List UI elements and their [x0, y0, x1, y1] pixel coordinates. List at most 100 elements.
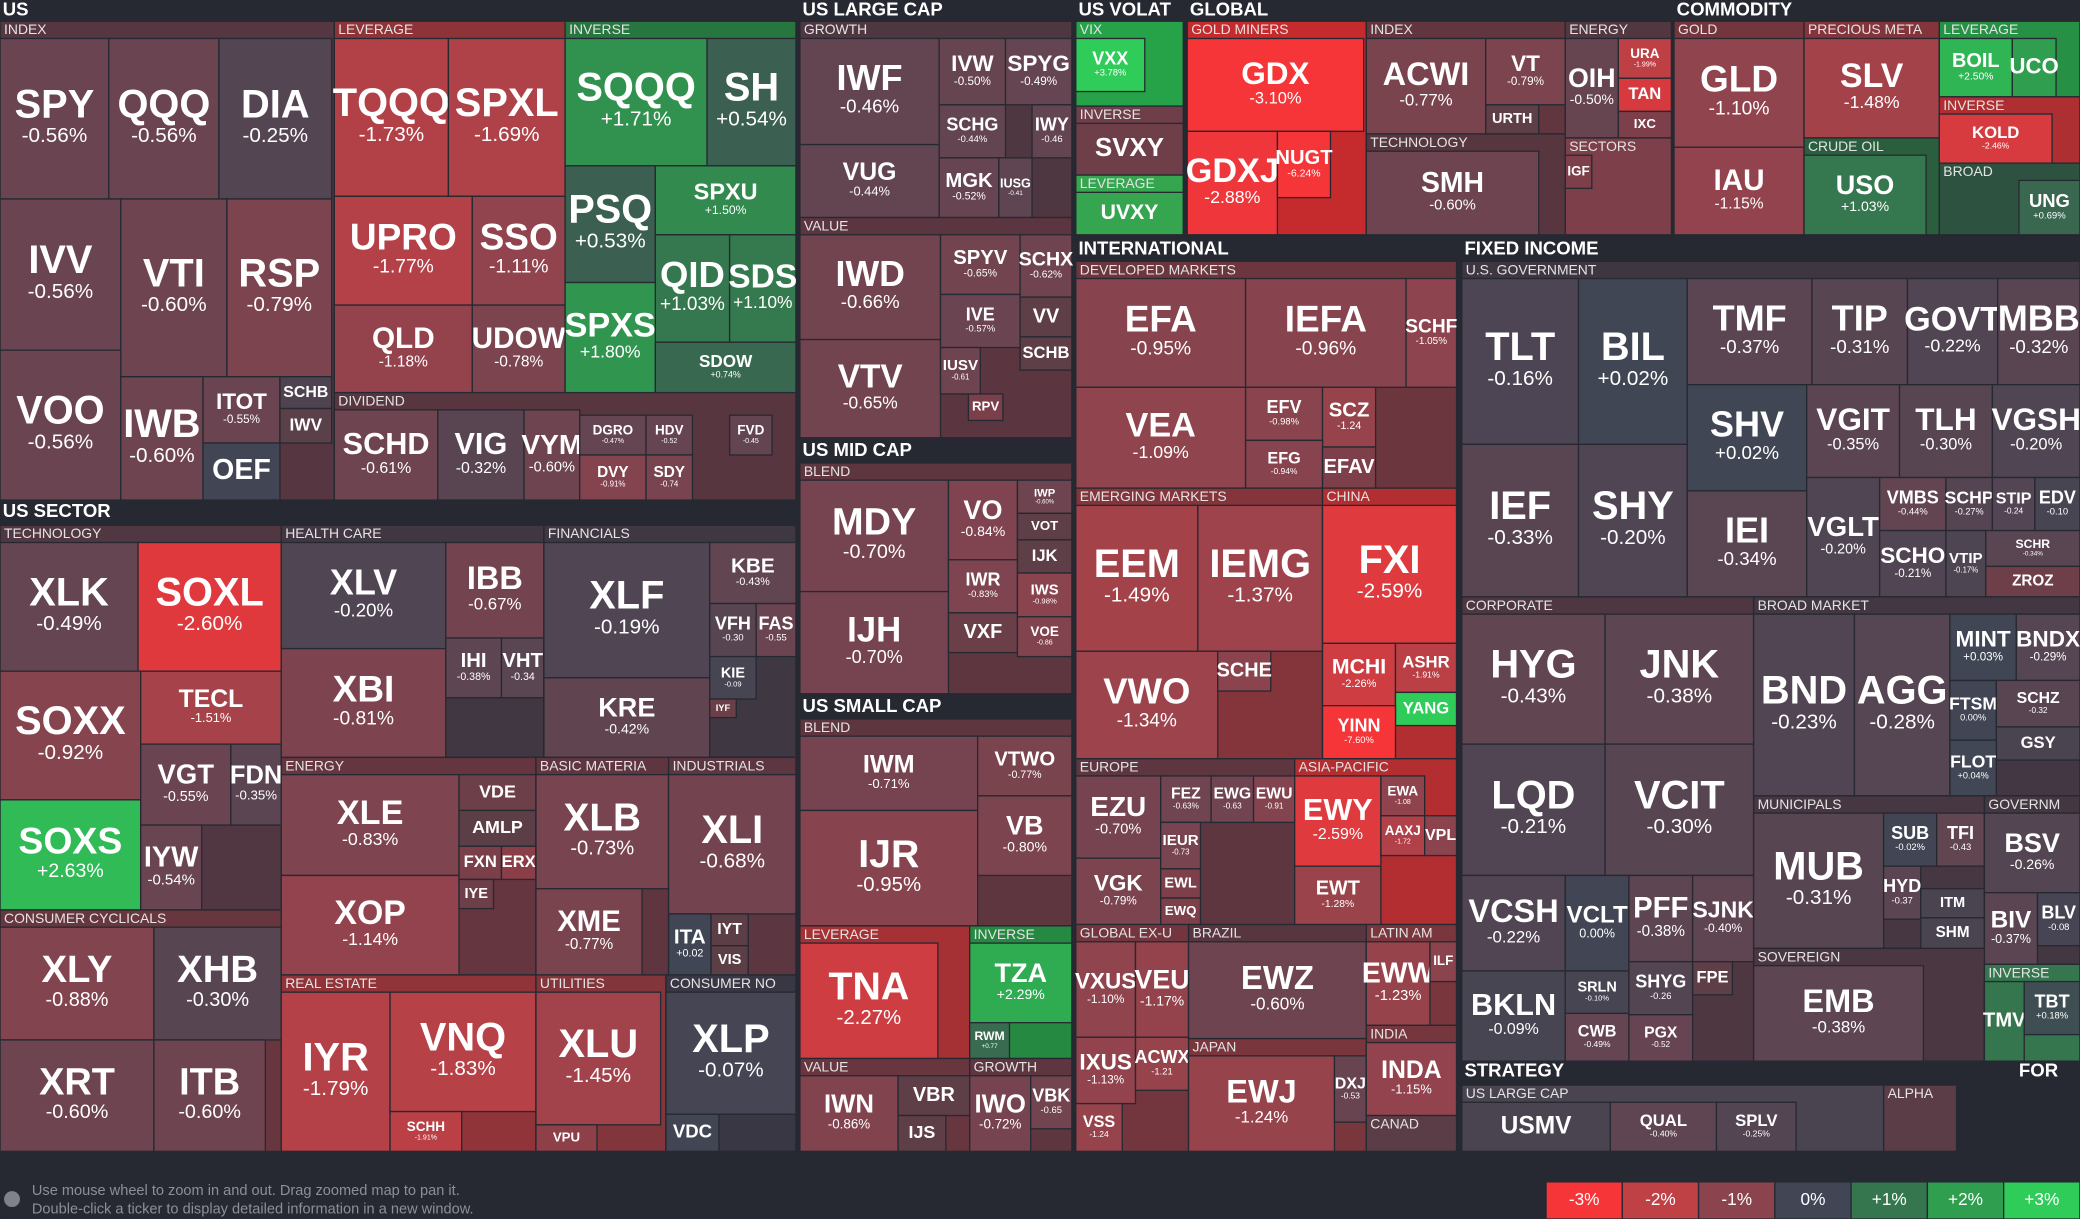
tile[interactable] [1715, 1101, 1797, 1153]
tile[interactable] [458, 845, 503, 881]
tile[interactable] [140, 743, 232, 826]
tile[interactable] [654, 165, 797, 236]
tile[interactable] [1134, 1036, 1190, 1091]
tile[interactable] [1803, 37, 1940, 139]
tile[interactable] [333, 195, 473, 306]
tile[interactable] [1321, 446, 1377, 489]
tile[interactable] [1160, 868, 1202, 899]
tile[interactable] [1577, 277, 1688, 446]
tile[interactable] [1617, 77, 1673, 113]
tile[interactable] [1321, 504, 1458, 644]
tile[interactable] [1752, 964, 1925, 1062]
tile[interactable] [1906, 277, 1999, 386]
tile[interactable] [1217, 650, 1272, 692]
tile[interactable] [1365, 1041, 1458, 1117]
tile[interactable] [1210, 775, 1255, 824]
tile[interactable] [1031, 104, 1073, 159]
tile[interactable] [1294, 865, 1382, 926]
tile[interactable] [1628, 961, 1694, 1016]
tile[interactable] [1160, 897, 1202, 926]
tile[interactable] [500, 637, 545, 699]
tile[interactable] [1333, 1055, 1367, 1123]
tile[interactable] [1691, 874, 1755, 963]
tile[interactable] [976, 735, 1073, 797]
tile[interactable] [1075, 650, 1219, 760]
tile[interactable] [1075, 37, 1146, 93]
tile[interactable] [445, 637, 503, 699]
tile[interactable] [2015, 613, 2080, 682]
tile[interactable] [1294, 775, 1382, 867]
tile[interactable] [280, 874, 460, 976]
tile[interactable] [1019, 234, 1073, 298]
tile[interactable] [1878, 529, 1947, 598]
tile[interactable] [1186, 130, 1279, 236]
tile[interactable] [471, 304, 566, 394]
tile[interactable] [1564, 1012, 1630, 1062]
tile[interactable] [535, 773, 670, 890]
tile[interactable] [202, 442, 281, 501]
tile[interactable] [998, 157, 1033, 219]
tile[interactable] [939, 346, 981, 395]
tile[interactable] [1187, 1055, 1336, 1153]
tile[interactable] [1394, 691, 1458, 727]
tile[interactable] [1461, 743, 1606, 877]
tile[interactable] [202, 376, 281, 444]
tile[interactable] [969, 942, 1073, 1024]
tile[interactable] [153, 926, 282, 1041]
tile[interactable] [654, 234, 731, 343]
tile[interactable] [1019, 296, 1073, 338]
tile[interactable] [471, 195, 566, 306]
tile[interactable] [1380, 775, 1426, 817]
tile[interactable] [280, 991, 391, 1153]
tile[interactable] [1878, 476, 1947, 532]
tile[interactable] [1030, 1075, 1073, 1130]
tile[interactable] [564, 281, 656, 394]
tile[interactable] [1564, 154, 1593, 190]
tile[interactable] [389, 1110, 463, 1153]
tile[interactable] [1429, 941, 1458, 983]
tile[interactable] [706, 37, 797, 167]
tile[interactable] [799, 479, 950, 593]
tile[interactable] [543, 541, 711, 679]
tile[interactable] [535, 1124, 598, 1153]
tile[interactable] [1991, 384, 2080, 479]
tile[interactable] [153, 1039, 267, 1153]
tile[interactable] [280, 647, 447, 759]
tile[interactable] [1628, 874, 1694, 963]
tile[interactable] [976, 795, 1073, 877]
tile[interactable] [579, 454, 647, 501]
tile[interactable] [1691, 961, 1734, 996]
tile[interactable] [1075, 1102, 1123, 1153]
tile[interactable] [799, 809, 979, 927]
tile[interactable] [1752, 812, 1885, 950]
tile[interactable] [564, 37, 708, 167]
tile[interactable] [1577, 443, 1688, 598]
tile[interactable] [523, 409, 581, 501]
tile[interactable] [1628, 1014, 1694, 1062]
tile[interactable] [1019, 336, 1073, 371]
tile[interactable] [1461, 970, 1566, 1062]
tile[interactable] [1380, 815, 1426, 857]
tile[interactable] [897, 1075, 971, 1117]
tile[interactable] [333, 37, 450, 197]
tile[interactable] [1997, 277, 2080, 386]
tile[interactable] [709, 698, 737, 719]
tile[interactable] [1016, 616, 1073, 658]
tile[interactable] [140, 824, 203, 911]
tile[interactable] [1920, 917, 1986, 950]
tile[interactable] [1461, 874, 1566, 972]
tile[interactable] [108, 37, 220, 200]
tile[interactable] [1920, 888, 1986, 919]
tile[interactable] [1244, 386, 1324, 442]
tile[interactable] [1617, 37, 1673, 79]
tile[interactable] [665, 1113, 720, 1153]
tile[interactable] [1461, 1101, 1612, 1153]
tile[interactable] [1276, 130, 1332, 199]
tile[interactable] [0, 349, 122, 501]
tile[interactable] [2023, 980, 2080, 1036]
tile[interactable] [1604, 743, 1755, 877]
tile[interactable] [1321, 386, 1377, 448]
tile[interactable] [0, 1039, 155, 1153]
tile[interactable] [1461, 613, 1606, 745]
tile[interactable] [967, 393, 1004, 422]
